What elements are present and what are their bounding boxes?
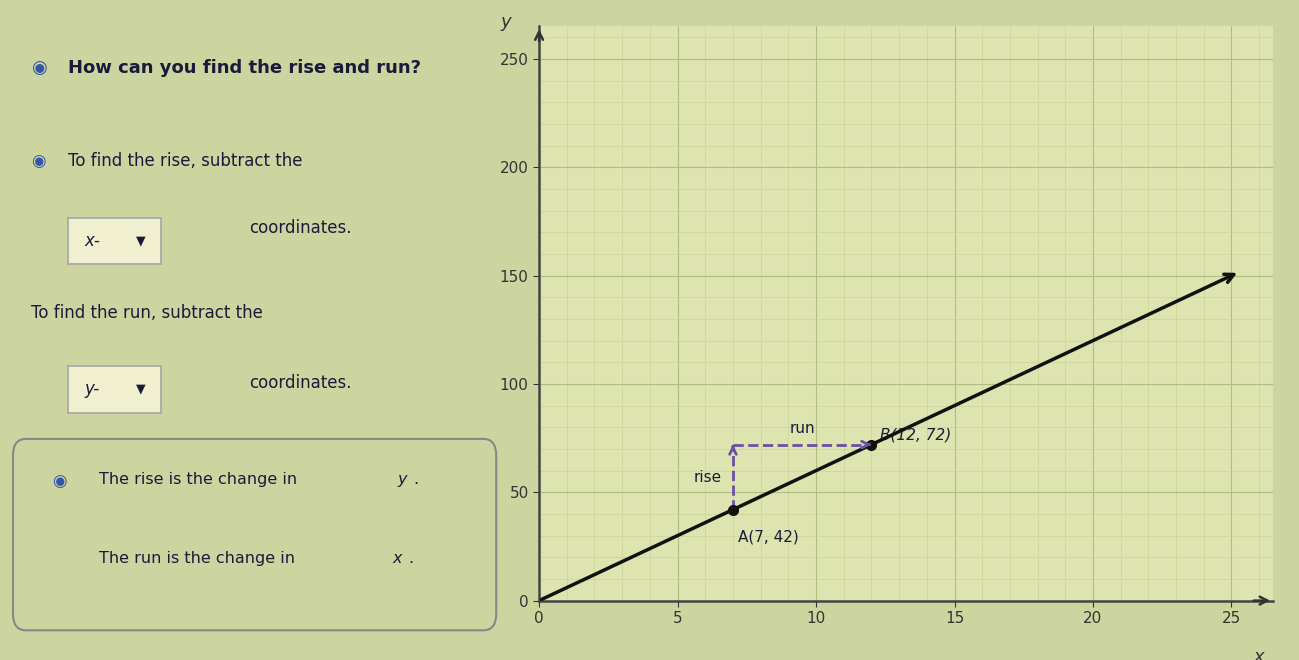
FancyBboxPatch shape <box>13 439 496 630</box>
Text: x-: x- <box>84 232 100 250</box>
Text: coordinates.: coordinates. <box>249 218 352 237</box>
Text: x: x <box>392 551 403 566</box>
Text: .: . <box>408 551 413 566</box>
Text: ▼: ▼ <box>135 383 145 396</box>
Text: A(7, 42): A(7, 42) <box>739 529 799 544</box>
Text: run: run <box>790 421 814 436</box>
Text: ◉: ◉ <box>52 472 66 490</box>
Text: The run is the change in: The run is the change in <box>99 551 300 566</box>
Text: coordinates.: coordinates. <box>249 374 352 392</box>
Text: y: y <box>397 472 407 487</box>
Text: ▼: ▼ <box>135 234 145 248</box>
Text: How can you find the rise and run?: How can you find the rise and run? <box>68 59 421 77</box>
Text: To find the run, subtract the: To find the run, subtract the <box>31 304 264 321</box>
Text: rise: rise <box>694 470 722 484</box>
Text: ◉: ◉ <box>31 59 47 77</box>
Text: x: x <box>1254 648 1264 660</box>
Text: The rise is the change in: The rise is the change in <box>99 472 301 487</box>
Text: B(12, 72): B(12, 72) <box>879 428 951 442</box>
Text: y-: y- <box>84 380 100 399</box>
Text: ◉: ◉ <box>31 152 45 170</box>
Text: To find the rise, subtract the: To find the rise, subtract the <box>68 152 303 170</box>
Text: y: y <box>500 13 512 31</box>
Text: .: . <box>413 472 418 487</box>
